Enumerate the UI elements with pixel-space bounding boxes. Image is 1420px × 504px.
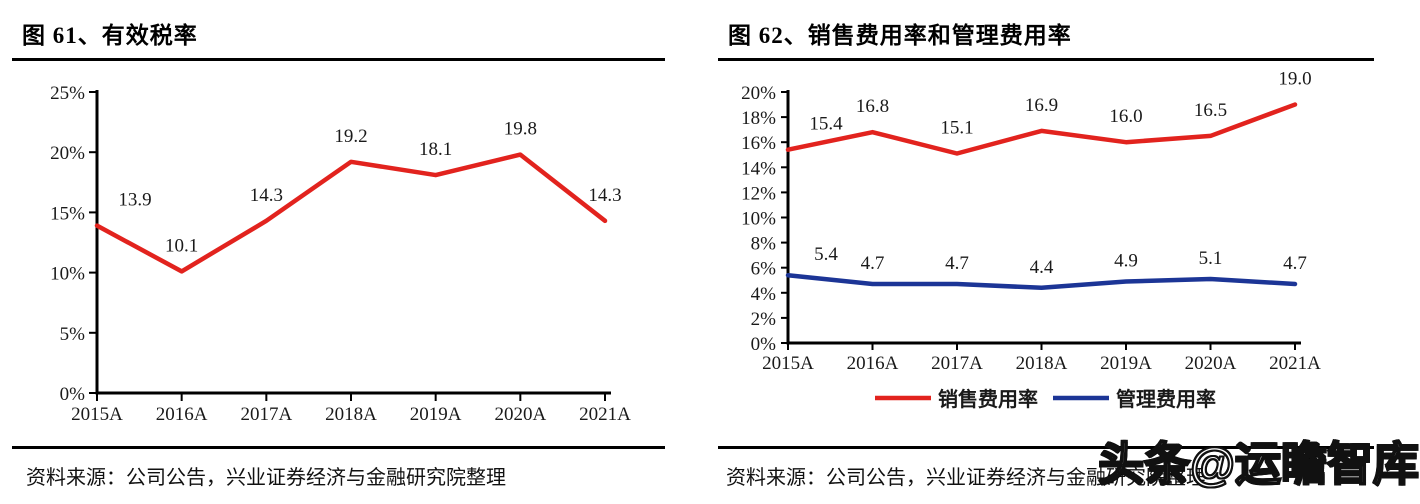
data-label: 4.9 [1114,251,1138,272]
data-label: 4.4 [1030,257,1054,278]
data-label: 4.7 [945,253,969,274]
x-tick-label: 2017A [931,353,983,374]
y-tick-label: 0% [60,384,86,405]
y-tick-label: 5% [60,324,86,345]
y-tick-label: 18% [741,108,776,129]
x-tick-label: 2015A [762,353,814,374]
data-label: 5.4 [814,244,838,265]
y-tick-label: 0% [751,334,777,355]
series-line-管理费用率 [785,272,1298,291]
figure-61-source-text: 资料来源：公司公告，兴业证券经济与金融研究院整理 [26,467,506,489]
y-tick-label: 15% [50,203,85,224]
data-label: 16.8 [856,96,889,117]
y-tick-label: 16% [741,133,776,154]
data-label: 14.3 [250,185,283,206]
x-tick-label: 2015A [71,404,123,425]
y-tick-label: 10% [50,264,85,285]
legend-label-管理费用率: 管理费用率 [1116,387,1216,411]
toutiao-watermark: 头条@运瞻智库 [1097,437,1420,491]
series-line-销售费用率 [785,102,1298,156]
data-label: 5.1 [1199,248,1223,269]
data-label: 13.9 [118,190,151,211]
y-tick-label: 25% [50,83,85,104]
x-tick-label: 2019A [1100,353,1152,374]
legend-label-销售费用率: 销售费用率 [938,387,1038,411]
y-tick-label: 2% [751,309,777,330]
x-tick-label: 2016A [847,353,899,374]
x-tick-label: 2021A [1269,353,1321,374]
y-tick-label: 12% [741,183,776,204]
x-tick-label: 2017A [240,404,292,425]
data-label: 10.1 [165,235,198,256]
data-label: 19.8 [504,119,537,140]
data-label: 19.2 [334,126,367,147]
x-tick-label: 2020A [494,404,546,425]
y-tick-label: 20% [741,83,776,104]
data-label: 4.7 [1283,253,1307,274]
data-label: 19.0 [1278,69,1311,90]
data-label: 15.1 [940,117,973,138]
figure-62-source-divider [718,446,1374,449]
x-tick-label: 2019A [410,404,462,425]
figure-61-source-divider [12,446,665,449]
data-label: 16.9 [1025,95,1058,116]
x-tick-label: 2018A [325,404,377,425]
figure-62-title: 图 62、销售费用率和管理费用率 [728,23,1072,48]
data-label: 16.0 [1109,106,1142,127]
figure-61-title-rule [12,58,665,61]
y-tick-label: 6% [751,259,777,280]
figure-61-title: 图 61、有效税率 [22,23,198,48]
figure-61-line-chart: 0% 5% 10% 15% 20% 25% 2015A 2016A 2017A 2018A 2019… [50,83,631,425]
x-tick-label: 2021A [579,404,631,425]
x-tick-label: 2018A [1016,353,1068,374]
x-tick-label: 2016A [156,404,208,425]
data-label: 14.3 [588,185,621,206]
y-tick-label: 10% [741,209,776,230]
x-tick-label: 2020A [1185,353,1237,374]
series-line-有效税率 [94,152,608,274]
figure-62-line-chart: 0% 2% 4% 6% 8% 10% 12% 14% 16% 18% 20% 2015A 2016A 20… [741,69,1321,411]
data-label: 18.1 [419,139,452,160]
data-label: 16.5 [1194,100,1227,121]
figure-61-panel: 图 61、有效税率 0% 5% 10% 15% 20% 25% 2015A 2016A 2017… [12,0,665,504]
y-tick-label: 20% [50,143,85,164]
y-tick-label: 4% [751,284,777,305]
data-label: 15.4 [809,114,843,135]
figure-62-source-text: 资料来源：公司公告，兴业证券经济与金融研究院整理 [726,467,1206,489]
y-tick-label: 8% [751,234,777,255]
figure-62-title-rule [718,58,1374,61]
figure-62-panel: 图 62、销售费用率和管理费用率 0% 2% 4% 6% 8% 10% 12% 14% 16% 1… [718,0,1374,504]
data-label: 4.7 [861,253,885,274]
y-tick-label: 14% [741,158,776,179]
